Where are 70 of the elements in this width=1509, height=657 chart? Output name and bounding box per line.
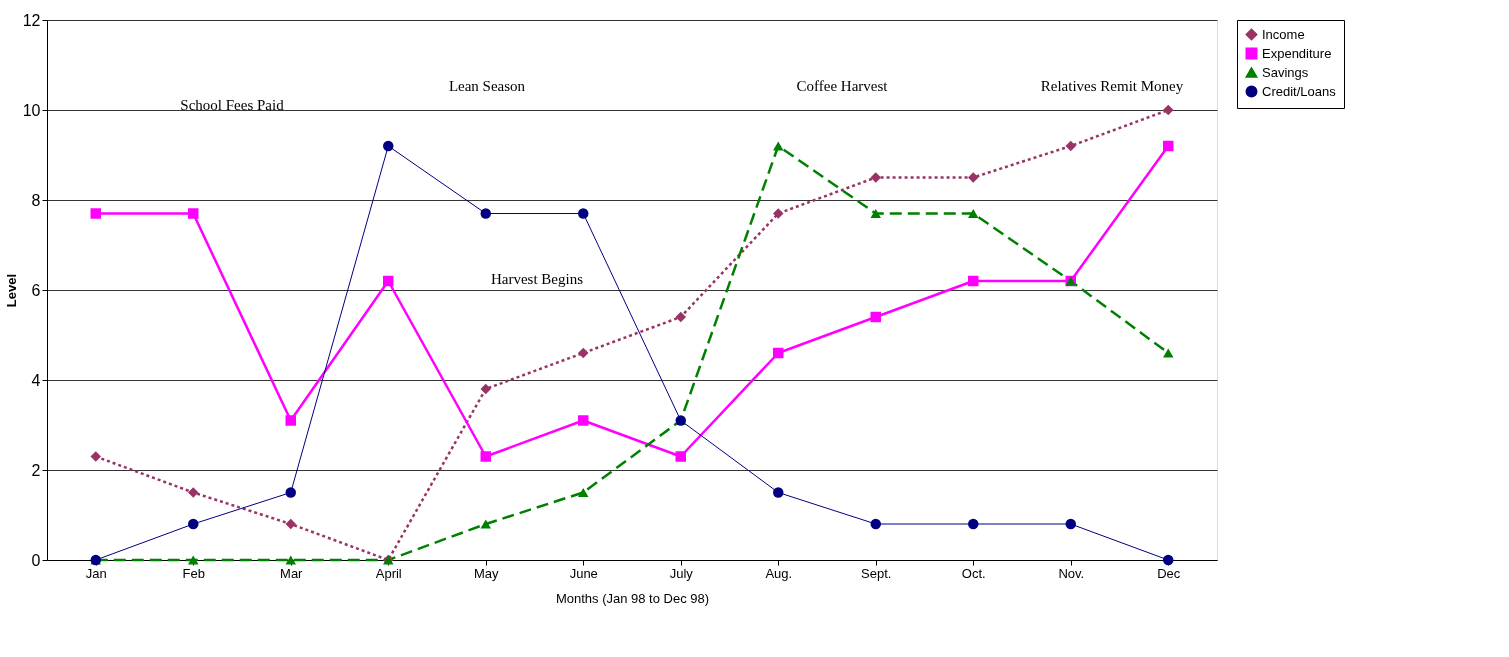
point (90, 451, 101, 462)
point (578, 208, 589, 219)
point (383, 275, 394, 287)
point (480, 519, 491, 529)
x-tick-label: Dec (1157, 565, 1181, 581)
point (1163, 554, 1174, 566)
point (480, 383, 491, 395)
point (578, 487, 589, 498)
point (1163, 348, 1174, 358)
point (285, 555, 296, 565)
point (1163, 104, 1174, 116)
point (578, 415, 589, 426)
x-tick-label: Oct. (961, 565, 986, 581)
y-tick-label: 0 (31, 551, 41, 569)
annotation: Coffee Harvest (796, 78, 889, 94)
point (188, 487, 199, 498)
annotation: Harvest Begins (490, 271, 584, 287)
x-tick-label: May (473, 565, 500, 581)
legend-label: Credit/Loans (1262, 83, 1337, 99)
point (870, 518, 881, 530)
y-tick-label: 4 (31, 371, 41, 389)
point (90, 208, 101, 219)
point (968, 208, 979, 219)
point (188, 518, 199, 530)
point (1065, 140, 1076, 152)
y-axis-title: Level (3, 273, 19, 308)
point (1065, 518, 1076, 530)
point (188, 208, 199, 219)
point (870, 172, 881, 183)
y-tick-label: 6 (31, 281, 41, 299)
point (188, 555, 199, 565)
x-tick-label: Nov. (1058, 565, 1085, 581)
annotation: School Fees Paid (180, 97, 285, 113)
legend-label: Expenditure (1262, 45, 1332, 61)
point (285, 487, 296, 498)
y-tick-label: 12 (22, 11, 41, 29)
point (773, 208, 784, 219)
point (968, 172, 979, 183)
point (675, 311, 686, 323)
x-tick-label: Feb (182, 565, 205, 581)
x-tick-label: Aug. (765, 565, 793, 581)
x-tick-label: June (569, 565, 598, 581)
point (968, 275, 979, 287)
point (285, 415, 296, 426)
annotation: Relatives Remit Money (1040, 78, 1184, 94)
point (870, 208, 881, 219)
point (870, 311, 881, 323)
point (773, 141, 784, 151)
point (480, 208, 491, 219)
point (1163, 140, 1174, 152)
annotation: Lean Season (448, 78, 526, 94)
point (675, 451, 686, 462)
x-tick-label: April (375, 565, 402, 581)
x-tick-label: July (669, 565, 694, 581)
legend-label: Income (1262, 26, 1305, 42)
point (383, 140, 394, 152)
y-tick-label: 8 (31, 191, 41, 209)
point (285, 518, 296, 530)
x-axis-title: Months (Jan 98 to Dec 98) (555, 590, 710, 606)
x-tick-label: Jan (85, 565, 107, 581)
y-tick-label: 10 (22, 101, 41, 119)
x-tick-label: Sept. (861, 565, 892, 581)
point (773, 487, 784, 498)
y-tick-label: 2 (31, 461, 41, 479)
point (578, 347, 589, 359)
point (480, 451, 491, 462)
point (968, 518, 979, 530)
legend-label: Savings (1262, 64, 1309, 80)
x-tick-label: Mar (280, 565, 304, 581)
point (773, 347, 784, 359)
